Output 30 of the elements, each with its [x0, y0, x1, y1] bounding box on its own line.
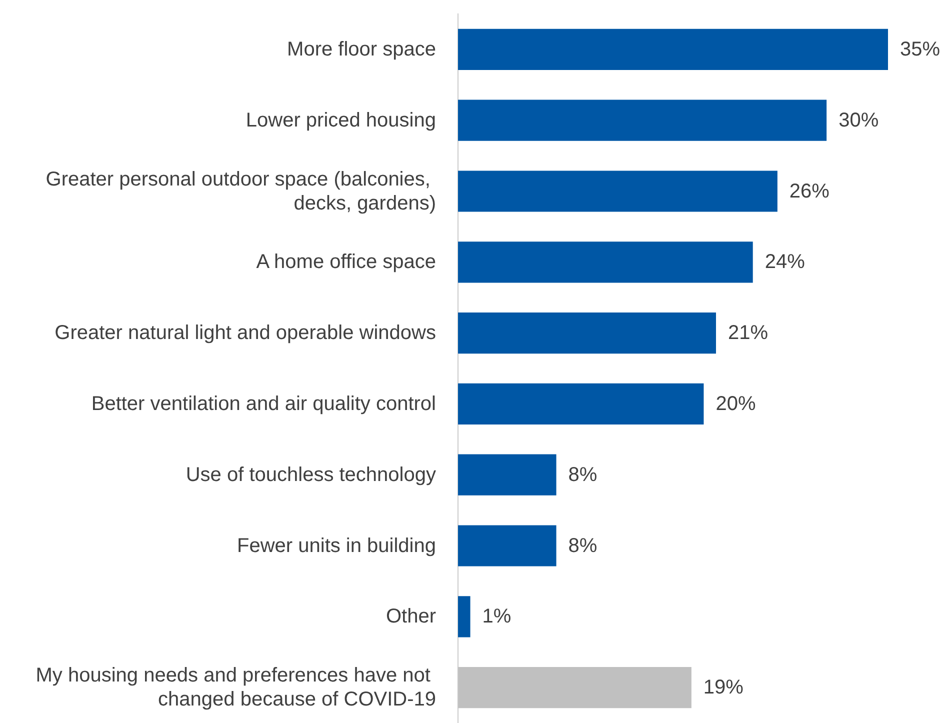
y-tick-label: Greater personal outdoor space (balconies, decks, gardens) [46, 168, 436, 214]
y-tick-label: Greater natural light and operable windows [54, 322, 436, 344]
bar [458, 666, 692, 708]
data-label: 21% [728, 322, 768, 344]
y-tick-label: Lower priced housing [246, 109, 436, 132]
data-label: 8% [568, 464, 598, 486]
y-tick-label: My housing needs and preferences have not changed because of COVID-19 [36, 664, 436, 711]
bar [458, 170, 778, 212]
y-tick-label: Use of touchless technology [186, 464, 436, 486]
bar [458, 383, 704, 425]
data-label: 19% [703, 676, 744, 699]
data-label: 1% [482, 606, 512, 628]
bar [458, 596, 470, 638]
y-tick-label: Fewer units in building [237, 534, 436, 557]
bar [458, 28, 888, 70]
bar [458, 454, 556, 496]
bar [458, 242, 753, 283]
data-label: 30% [838, 109, 879, 132]
y-tick-label: A home office space [256, 251, 436, 274]
bar [458, 525, 556, 566]
data-label: 24% [764, 251, 806, 274]
data-label: 20% [716, 392, 756, 415]
y-tick-label: Better ventilation and air quality control [91, 392, 436, 415]
data-label: 26% [789, 180, 830, 202]
data-label: 8% [568, 534, 598, 557]
bar [458, 312, 716, 354]
data-label: 35% [900, 38, 940, 60]
y-tick-label: Other [386, 606, 436, 628]
y-tick-label: More floor space [287, 38, 436, 60]
bar [458, 100, 827, 141]
